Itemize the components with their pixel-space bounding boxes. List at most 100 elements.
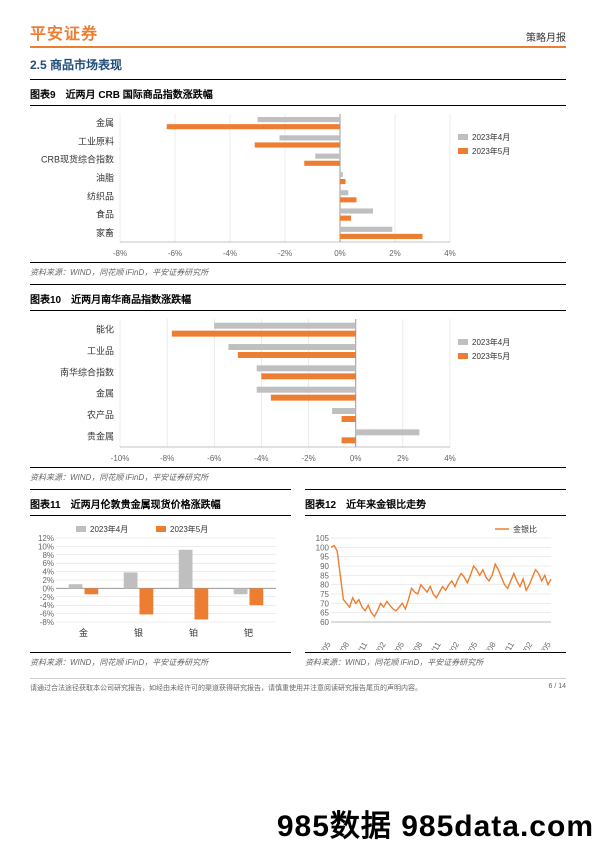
svg-text:2%: 2% bbox=[397, 454, 409, 463]
svg-text:20/11: 20/11 bbox=[352, 640, 370, 650]
chart10-svg: -10% -8% -6% -4% -2% 0% 2% 4% 能化工业品南华综合指数金属农产品贵金… bbox=[30, 315, 550, 465]
chart12-title-text: 近年来金银比走势 bbox=[346, 500, 426, 511]
report-type-label: 策略月报 bbox=[526, 29, 566, 44]
svg-text:23/02: 23/02 bbox=[517, 640, 535, 650]
svg-text:钯: 钯 bbox=[244, 627, 253, 638]
svg-text:CRB现货综合指数: CRB现货综合指数 bbox=[41, 154, 114, 165]
chart9-box: 图表9近两月 CRB 国际商品指数涨跌幅 -8%-6%-4%-2%0%2%4%金… bbox=[30, 79, 566, 263]
svg-text:-2%: -2% bbox=[301, 454, 315, 463]
chart9-source: 资料来源：WIND，同花顺 iFinD，平安证券研究所 bbox=[30, 265, 566, 284]
svg-text:22/11: 22/11 bbox=[499, 640, 517, 650]
svg-text:贵金属: 贵金属 bbox=[87, 430, 114, 441]
svg-text:-8%: -8% bbox=[160, 454, 174, 463]
svg-text:0%: 0% bbox=[350, 454, 362, 463]
svg-text:金: 金 bbox=[79, 627, 88, 638]
svg-text:-2%: -2% bbox=[40, 593, 54, 602]
svg-text:能化: 能化 bbox=[96, 324, 114, 335]
svg-text:22/05: 22/05 bbox=[462, 640, 480, 650]
svg-text:95: 95 bbox=[320, 553, 329, 562]
svg-text:-6%: -6% bbox=[40, 610, 54, 619]
chart11-title: 图表11 近两月伦敦贵金属现货价格涨跌幅 bbox=[30, 494, 291, 516]
svg-text:4%: 4% bbox=[444, 249, 456, 258]
chart11-box: 图表11 近两月伦敦贵金属现货价格涨跌幅 -8%-6%-4%-2%0%2%4%6%… bbox=[30, 489, 291, 653]
chart11-svg: -8%-6%-4%-2%0%2%4%6%8%10%12% 金 银 铂 钯 2023年4月 2… bbox=[30, 520, 280, 650]
chart10-box: 图表10 近两月南华商品指数涨跌幅 -10% -8% -6% -4% -2% 0% 2% 4% 能… bbox=[30, 284, 566, 468]
svg-text:0%: 0% bbox=[42, 584, 54, 593]
chart11-title-text: 近两月伦敦贵金属现货价格涨跌幅 bbox=[71, 500, 221, 511]
svg-text:0%: 0% bbox=[334, 249, 346, 258]
chart10-idx: 图表10 bbox=[30, 295, 61, 306]
chart12-source: 资料来源：WIND，同花顺 iFinD，平安证券研究所 bbox=[305, 655, 566, 674]
svg-text:21/11: 21/11 bbox=[425, 640, 443, 650]
svg-text:纺织品: 纺织品 bbox=[87, 190, 114, 201]
svg-text:21/02: 21/02 bbox=[370, 640, 388, 650]
chart10-source: 资料来源：WIND，同花顺 iFinD，平安证券研究所 bbox=[30, 470, 566, 489]
footer: 请通过合法途径获取本公司研究报告，如经由未经许可的渠道获得研究报告，请慎重使用并… bbox=[30, 678, 566, 693]
chart11-idx: 图表11 bbox=[30, 500, 61, 511]
svg-text:金银比: 金银比 bbox=[513, 524, 537, 534]
footer-disclaimer-text: 请通过合法途径获取本公司研究报告，如经由未经许可的渠道获得研究报告，请慎重使用并… bbox=[30, 683, 422, 693]
svg-text:20/08: 20/08 bbox=[333, 640, 351, 650]
svg-text:22/08: 22/08 bbox=[480, 640, 498, 650]
chart12-svg: 606570758085909510010520/0520/0820/1121/… bbox=[305, 520, 555, 650]
svg-text:家畜: 家畜 bbox=[96, 227, 114, 238]
svg-text:2%: 2% bbox=[42, 576, 54, 585]
svg-text:2%: 2% bbox=[389, 249, 401, 258]
svg-text:-8%: -8% bbox=[113, 249, 127, 258]
svg-text:金属: 金属 bbox=[96, 388, 114, 399]
svg-text:4%: 4% bbox=[42, 568, 54, 577]
svg-text:农产品: 农产品 bbox=[87, 409, 114, 420]
svg-text:75: 75 bbox=[320, 590, 329, 599]
chart10-title-text: 近两月南华商品指数涨跌幅 bbox=[71, 295, 191, 306]
brand-logo: 平安证券 bbox=[30, 20, 98, 44]
svg-text:21/08: 21/08 bbox=[407, 640, 425, 650]
chart9-title: 图表9 近两月 CRB 国际商品指数涨跌幅 bbox=[30, 84, 566, 106]
svg-text:20/05: 20/05 bbox=[315, 640, 333, 650]
svg-text:铂: 铂 bbox=[189, 627, 198, 638]
svg-text:金属: 金属 bbox=[96, 117, 114, 128]
svg-text:南华综合指数: 南华综合指数 bbox=[60, 366, 114, 377]
svg-text:8%: 8% bbox=[42, 551, 54, 560]
svg-text:-8%: -8% bbox=[40, 618, 54, 627]
chart11-source: 资料来源：WIND，同花顺 iFinD，平安证券研究所 bbox=[30, 655, 291, 674]
svg-text:工业原料: 工业原料 bbox=[78, 135, 114, 146]
svg-text:银: 银 bbox=[134, 627, 143, 638]
svg-text:-4%: -4% bbox=[40, 601, 54, 610]
svg-text:-4%: -4% bbox=[254, 454, 268, 463]
svg-text:工业品: 工业品 bbox=[87, 346, 114, 356]
page-header: 平安证券 策略月报 bbox=[30, 20, 566, 48]
section-title: 2.5 商品市场表现 bbox=[30, 56, 566, 73]
svg-text:2023年5月: 2023年5月 bbox=[472, 351, 510, 361]
svg-text:2023年4月: 2023年4月 bbox=[472, 132, 510, 142]
svg-text:23/05: 23/05 bbox=[535, 640, 553, 650]
svg-text:100: 100 bbox=[316, 543, 330, 552]
svg-text:85: 85 bbox=[320, 571, 329, 580]
svg-text:65: 65 bbox=[320, 609, 329, 618]
svg-text:食品: 食品 bbox=[96, 209, 114, 220]
svg-text:2023年4月: 2023年4月 bbox=[90, 524, 128, 534]
svg-text:2023年4月: 2023年4月 bbox=[472, 337, 510, 347]
svg-text:12%: 12% bbox=[38, 534, 54, 543]
svg-text:2023年5月: 2023年5月 bbox=[472, 146, 510, 156]
svg-text:2023年5月: 2023年5月 bbox=[170, 524, 208, 534]
svg-text:6%: 6% bbox=[42, 559, 54, 568]
svg-text:22/02: 22/02 bbox=[443, 640, 461, 650]
svg-text:-6%: -6% bbox=[207, 454, 221, 463]
chart10-title: 图表10 近两月南华商品指数涨跌幅 bbox=[30, 289, 566, 311]
svg-text:-10%: -10% bbox=[111, 454, 130, 463]
svg-text:-6%: -6% bbox=[168, 249, 182, 258]
svg-text:21/05: 21/05 bbox=[388, 640, 406, 650]
svg-text:70: 70 bbox=[320, 599, 329, 608]
chart9-title-text: 近两月 CRB 国际商品指数涨跌幅 bbox=[66, 90, 213, 101]
page-number: 6 / 14 bbox=[548, 683, 566, 693]
svg-text:-4%: -4% bbox=[223, 249, 237, 258]
svg-text:80: 80 bbox=[320, 581, 329, 590]
chart12-box: 图表12 近年来金银比走势 606570758085909510010520/05… bbox=[305, 489, 566, 653]
svg-text:10%: 10% bbox=[38, 542, 54, 551]
svg-text:4%: 4% bbox=[444, 454, 456, 463]
chart9-idx: 图表9 bbox=[30, 90, 56, 101]
svg-text:90: 90 bbox=[320, 562, 329, 571]
watermark: 985数据 985data.com bbox=[277, 801, 594, 845]
chart12-idx: 图表12 bbox=[305, 500, 336, 511]
chart12-title: 图表12 近年来金银比走势 bbox=[305, 494, 566, 516]
